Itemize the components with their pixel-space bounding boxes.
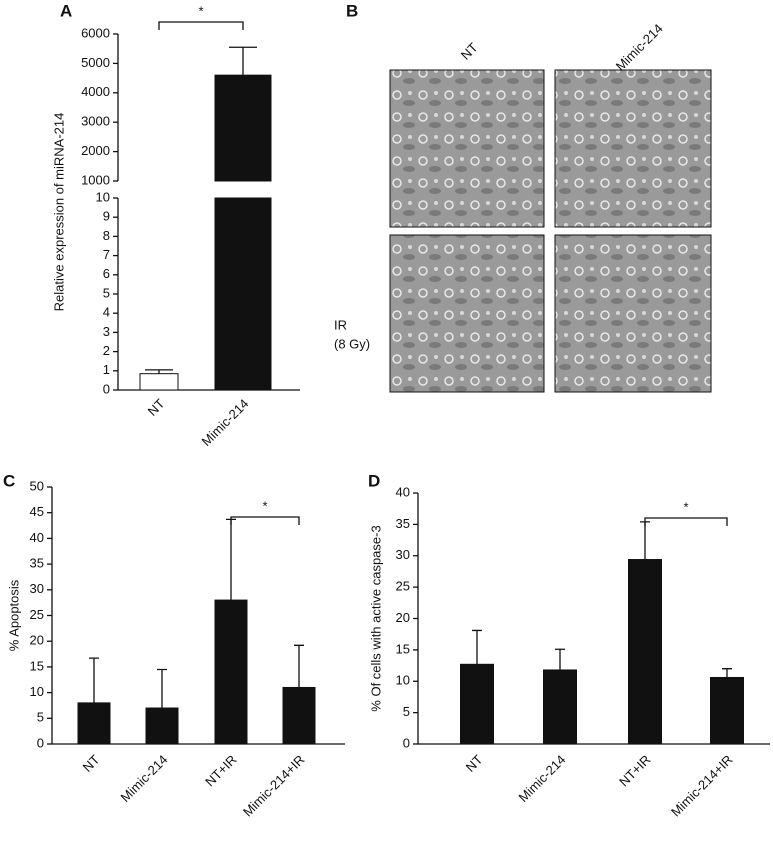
y-tick-label: 5 — [37, 710, 44, 725]
y-tick-label: 0 — [103, 381, 110, 396]
y-tick-label: 45 — [30, 504, 44, 519]
y-tick-label: 10 — [96, 189, 110, 204]
y-tick-label: 35 — [30, 556, 44, 571]
y-tick-label: 20 — [396, 610, 410, 625]
y-tick-label: 6 — [103, 266, 110, 281]
error-bar — [226, 518, 236, 601]
y-tick-label: 50 — [30, 478, 44, 493]
y-tick-label: 25 — [30, 607, 44, 622]
error-bar — [145, 369, 173, 374]
y-tick-label: 0 — [37, 735, 44, 750]
x-tick-label: Mimic-214 — [118, 752, 171, 805]
column-label: NT — [458, 40, 481, 63]
bar — [543, 669, 577, 745]
error-bar — [472, 629, 482, 665]
column-label: Mimic-214 — [613, 21, 666, 74]
y-tick-label: 10 — [396, 673, 410, 688]
significance-label: * — [683, 499, 688, 514]
y-axis-title: Relative expression of miRNA-214 — [51, 113, 66, 312]
y-tick-label: 35 — [396, 516, 410, 531]
y-tick-label: 2000 — [81, 143, 110, 158]
bar — [460, 663, 494, 745]
y-axis-title: % Of cells with active caspase-3 — [368, 525, 383, 711]
x-tick-label: Mimic-214 — [199, 396, 252, 449]
y-tick-label: 6000 — [81, 25, 110, 40]
bar — [214, 599, 248, 745]
x-tick-label: NT+IR — [616, 752, 653, 789]
y-tick-label: 4000 — [81, 84, 110, 99]
y-tick-label: 3 — [103, 324, 110, 339]
bar — [139, 373, 179, 391]
y-tick-label: 8 — [103, 228, 110, 243]
y-tick-label: 0 — [403, 735, 410, 750]
micrograph — [554, 234, 712, 393]
y-tick-label: 5 — [103, 285, 110, 300]
x-tick-label: Mimic-214+IR — [668, 752, 736, 820]
significance-bracket — [230, 516, 300, 525]
micrograph — [554, 69, 712, 228]
y-axis-title: % Apoptosis — [6, 579, 21, 651]
x-tick-label: Mimic-214+IR — [240, 752, 308, 820]
error-bar — [555, 648, 565, 670]
y-tick-label: 7 — [103, 247, 110, 262]
bar — [145, 707, 179, 745]
y-tick-label: 4 — [103, 305, 110, 320]
y-tick-label: 10 — [30, 684, 44, 699]
x-tick-label: NT — [80, 752, 103, 775]
x-tick-label: NT+IR — [202, 752, 239, 789]
y-tick-label: 15 — [396, 641, 410, 656]
bar — [214, 197, 272, 391]
y-tick-label: 2 — [103, 343, 110, 358]
y-tick-label: 5 — [403, 704, 410, 719]
significance-label: * — [198, 3, 203, 18]
y-tick-label: 5000 — [81, 55, 110, 70]
error-bar — [157, 668, 167, 709]
y-tick-label: 15 — [30, 658, 44, 673]
y-tick-label: 25 — [396, 579, 410, 594]
error-bar — [640, 521, 650, 560]
bar — [214, 74, 272, 182]
panel-label: C — [3, 471, 15, 490]
y-tick-label: 20 — [30, 633, 44, 648]
y-tick-label: 40 — [30, 530, 44, 545]
y-tick-label: 1 — [103, 362, 110, 377]
bar — [628, 559, 662, 745]
bar — [710, 676, 744, 745]
bar — [282, 686, 316, 745]
panel-label: D — [368, 471, 380, 490]
y-tick-label: 30 — [30, 581, 44, 596]
significance-bracket — [644, 517, 728, 526]
significance-label: * — [262, 498, 267, 513]
error-bar — [294, 644, 304, 688]
bar — [77, 702, 111, 745]
panel-label: A — [60, 1, 72, 20]
panel-label: B — [346, 1, 358, 20]
y-tick-label: 1000 — [81, 172, 110, 187]
x-tick-label: NT — [145, 396, 168, 419]
error-bar — [89, 657, 99, 703]
x-tick-label: NT — [463, 752, 486, 775]
y-tick-label: 9 — [103, 209, 110, 224]
error-bar — [722, 668, 732, 678]
y-tick-label: 30 — [396, 547, 410, 562]
y-tick-label: 3000 — [81, 114, 110, 129]
micrograph — [389, 234, 545, 393]
significance-bracket — [158, 21, 244, 30]
micrograph — [389, 69, 545, 228]
row-label: IR — [334, 317, 347, 332]
micrographs: NT Mimic-214 IR (8 Gy) — [334, 21, 712, 393]
x-tick-label: Mimic-214 — [516, 752, 569, 805]
row-label: (8 Gy) — [334, 336, 370, 351]
y-tick-label: 40 — [396, 484, 410, 499]
error-bar — [229, 46, 257, 76]
